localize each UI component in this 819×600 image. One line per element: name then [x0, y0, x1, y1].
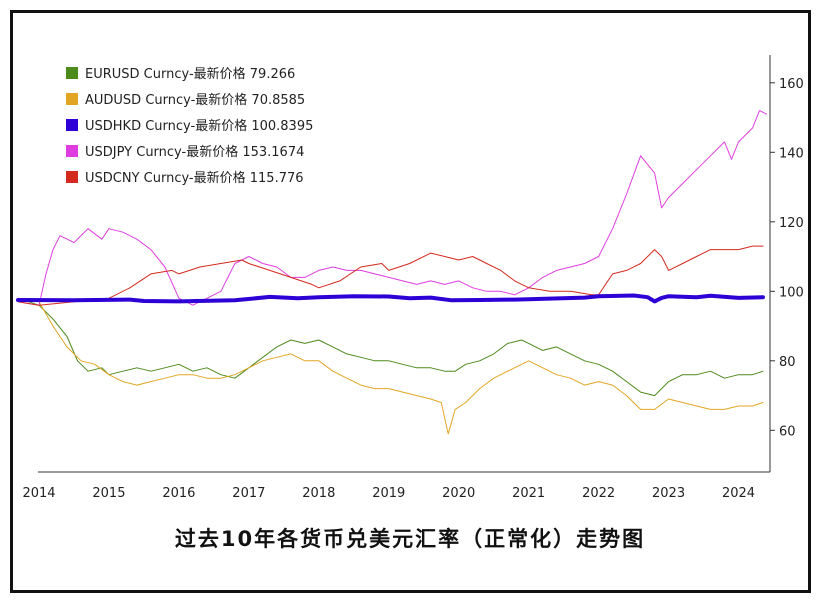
legend-label: USDCNY Curncy-最新价格 115.776: [85, 170, 304, 186]
x-tick-label: 2014: [22, 486, 55, 501]
series-line-audusd-curncy: [17, 297, 764, 435]
legend-swatch: [66, 93, 78, 105]
y-tick-label: 120: [779, 216, 804, 231]
x-tick-label: 2020: [442, 486, 475, 501]
y-tick-label: 140: [779, 146, 804, 161]
series-line-eurusd-curncy: [17, 297, 764, 397]
legend-swatch: [66, 171, 78, 183]
legend-label: AUDUSD Curncy-最新价格 70.8585: [85, 92, 305, 108]
x-tick-label: 2017: [232, 486, 265, 501]
legend-swatch: [66, 119, 78, 131]
y-tick-label: 80: [779, 355, 796, 370]
x-tick-label: 2022: [582, 486, 615, 501]
x-tick-label: 2018: [302, 486, 335, 501]
x-tick-label: 2015: [92, 486, 125, 501]
legend-label: USDJPY Curncy-最新价格 153.1674: [85, 144, 304, 160]
y-tick-label: 100: [779, 285, 804, 300]
y-tick-label: 60: [779, 424, 796, 439]
x-tick-label: 2021: [512, 486, 545, 501]
x-tick-label: 2023: [652, 486, 685, 501]
legend-swatch: [66, 145, 78, 157]
x-tick-label: 2019: [372, 486, 405, 501]
legend-label: USDHKD Curncy-最新价格 100.8395: [85, 118, 313, 134]
chart-title: 过去10年各货币兑美元汇率（正常化）走势图: [175, 527, 645, 551]
legend-swatch: [66, 67, 78, 79]
legend-label: EURUSD Curncy-最新价格 79.266: [85, 66, 295, 82]
series-line-usdjpy-curncy: [17, 110, 767, 306]
x-tick-label: 2024: [722, 486, 755, 501]
series-line-usdhkd-curncy: [16, 293, 765, 304]
x-tick-label: 2016: [162, 486, 195, 501]
series-line-usdcny-curncy: [17, 245, 764, 306]
y-tick-label: 160: [779, 77, 804, 92]
